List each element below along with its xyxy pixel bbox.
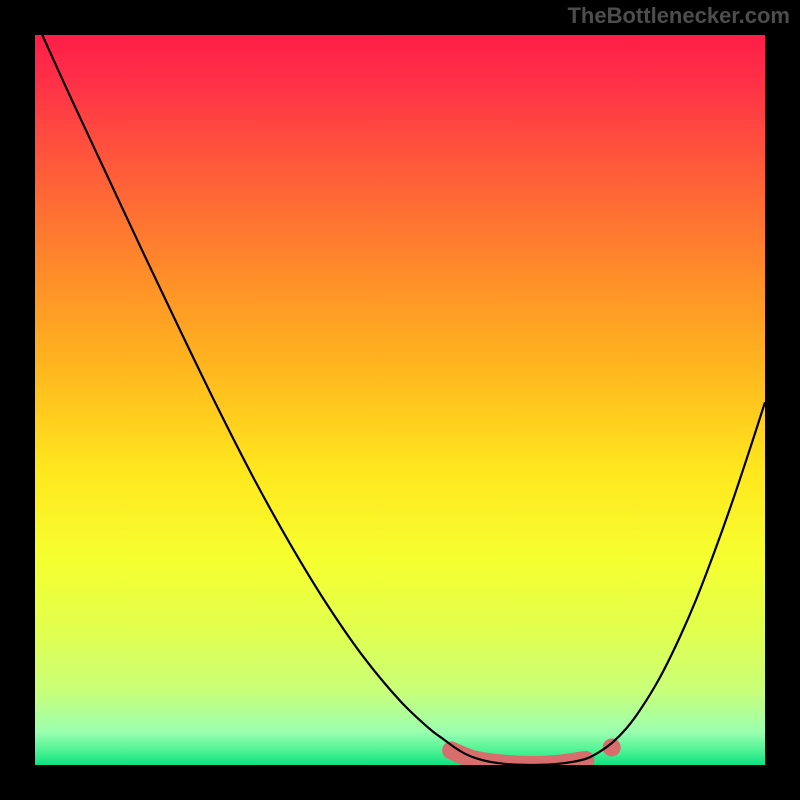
attribution-text: TheBottlenecker.com — [567, 3, 790, 29]
gradient-background — [35, 35, 765, 765]
bottleneck-chart — [35, 35, 765, 765]
